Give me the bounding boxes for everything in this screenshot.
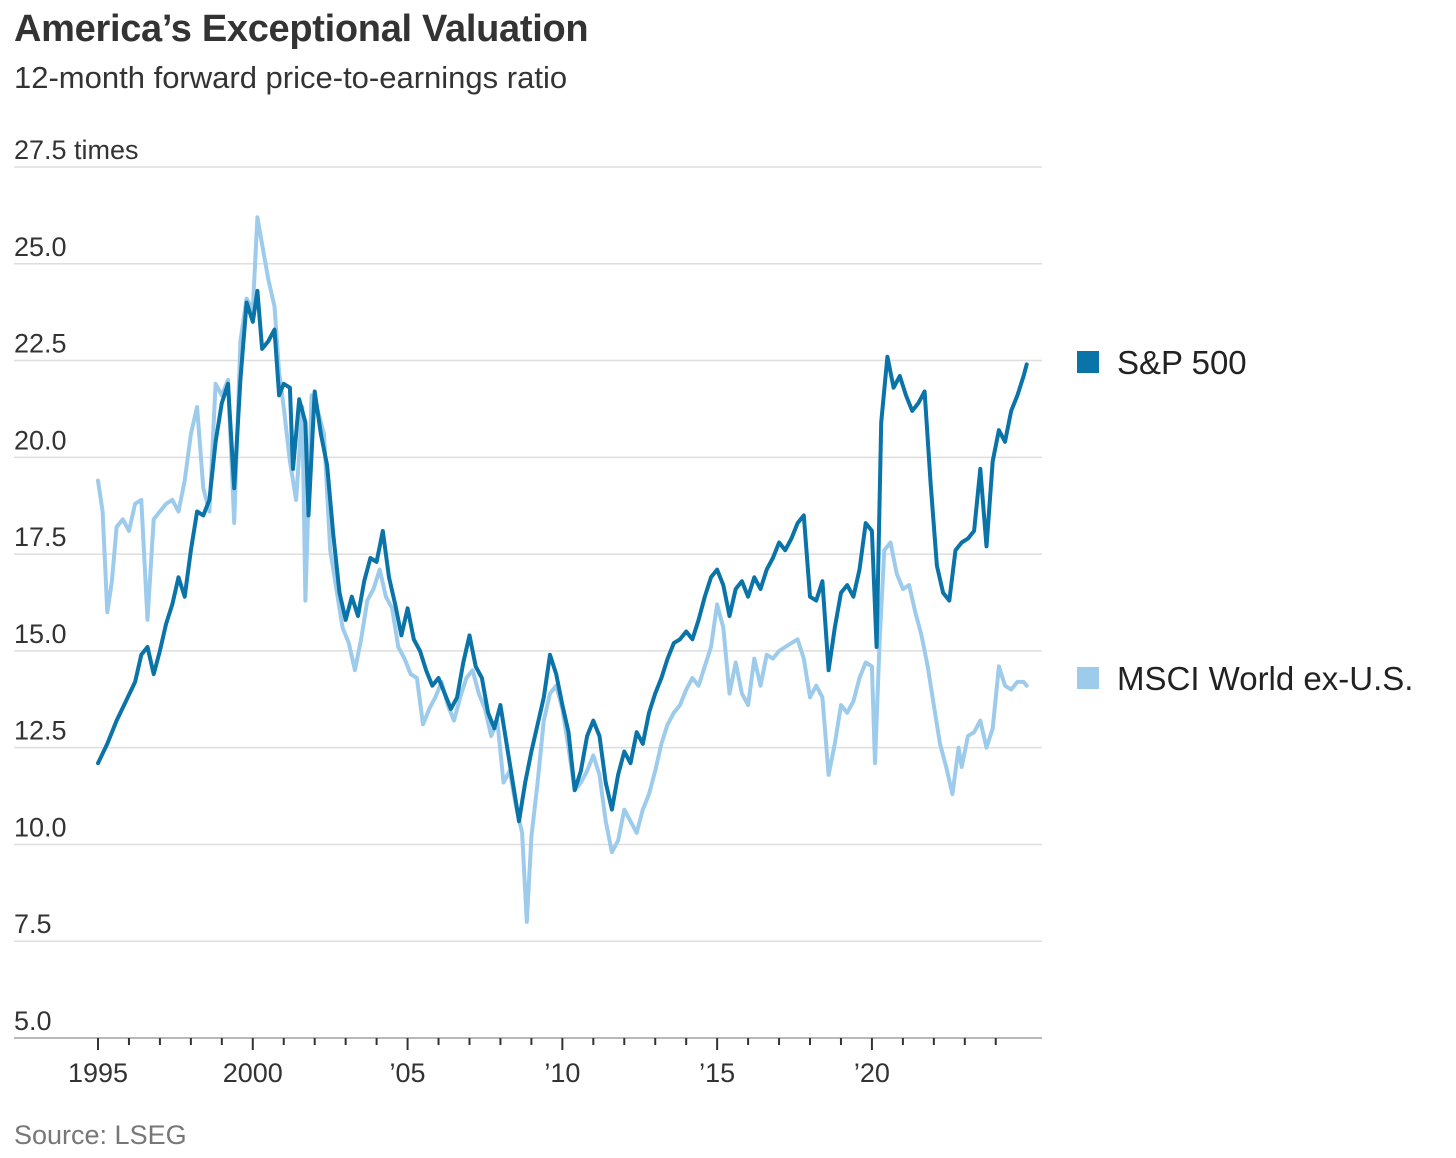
y-axis-tick-labels: 5.0 7.5 10.0 12.5 15.0 17.5 20.0 22.5 25.0 27.5 t… — [14, 135, 139, 1036]
legend-label: MSCI World ex-U.S. — [1117, 660, 1413, 697]
series-line-sp500 — [96, 288, 1029, 824]
x-tick-label: 2000 — [223, 1058, 283, 1088]
y-tick-label: 27.5 times — [14, 135, 139, 165]
y-tick-label: 22.5 — [14, 329, 67, 359]
legend-swatch — [1077, 351, 1099, 373]
legend: S&P 500 MSCI World ex-U.S. — [1077, 344, 1413, 697]
x-tick-label: ’10 — [544, 1058, 580, 1088]
y-tick-label: 5.0 — [14, 1006, 52, 1036]
y-tick-label: 17.5 — [14, 522, 67, 552]
legend-swatch — [1077, 667, 1099, 689]
series-line-msci-world-ex-us — [96, 215, 1029, 924]
chart-subtitle: 12-month forward price-to-earnings ratio — [14, 60, 568, 95]
y-tick-label: 12.5 — [14, 716, 67, 746]
y-tick-label: 15.0 — [14, 619, 67, 649]
y-tick-label: 25.0 — [14, 232, 67, 262]
series-lines — [96, 215, 1029, 924]
grid-lines — [14, 166, 1042, 1039]
chart-title: America’s Exceptional Valuation — [14, 8, 589, 50]
y-tick-label: 20.0 — [14, 425, 67, 455]
x-tick-label: 1995 — [68, 1058, 128, 1088]
source-note: Source: LSEG — [14, 1120, 187, 1150]
x-tick-label: ’15 — [699, 1058, 735, 1088]
x-tick-label: ’05 — [390, 1058, 426, 1088]
y-tick-label: 7.5 — [14, 909, 52, 939]
x-axis: 1995 2000 ’05 ’10 ’15 ’20 — [68, 1038, 997, 1088]
legend-label: S&P 500 — [1117, 344, 1247, 381]
y-tick-label: 10.0 — [14, 812, 67, 842]
x-tick-label: ’20 — [854, 1058, 890, 1088]
